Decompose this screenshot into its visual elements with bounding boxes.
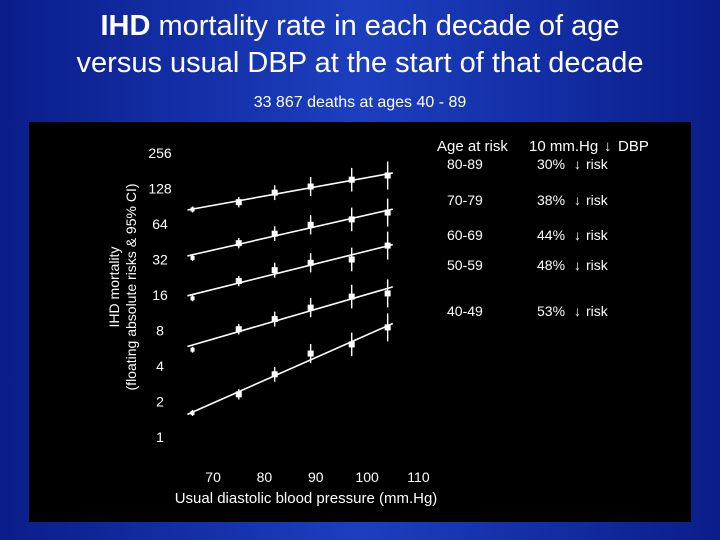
- chart-panel: 256 128 64 32 16 8 4 2 1 70 80 90 100 110 Usual diasto…: [29, 122, 691, 522]
- title-line-1: IHD mortality rate in each decade of age: [0, 8, 720, 45]
- legend-arrow: ↓: [574, 227, 581, 243]
- y-axis-label-line-2: (floating absolute risks & 95% CI): [123, 184, 139, 391]
- series-50-59-fit-line: [187, 286, 394, 348]
- legend-arrow: ↓: [574, 257, 581, 273]
- series-70-79-fit-line: [187, 208, 393, 257]
- series-50-59-point: [348, 293, 355, 300]
- chart-title: IHD mortality rate in each decade of age…: [0, 8, 720, 82]
- title-line-2: versus usual DBP at the start of that de…: [76, 47, 644, 79]
- legend-risk-word: risk: [586, 227, 609, 243]
- series-40-49-point: [348, 341, 355, 348]
- series-80-89-point: [190, 207, 195, 212]
- series-80-89-point: [235, 199, 242, 206]
- legend-risk-word: risk: [586, 257, 609, 273]
- legend-age-group: 70-79: [447, 192, 483, 208]
- series-70-79-point: [271, 230, 278, 237]
- series-60-69-point: [384, 242, 391, 249]
- y-tick-label: 64: [152, 216, 168, 232]
- series-50-59-point: [190, 347, 195, 352]
- series-40-49-point: [190, 410, 195, 415]
- legend-percent: 30%: [537, 156, 565, 172]
- legend-risk-word: risk: [586, 192, 609, 208]
- series-50-59-point: [384, 290, 391, 297]
- series-60-69-point: [235, 278, 242, 285]
- legend-header-dbp2: DBP: [618, 138, 649, 155]
- series-40-49-point: [307, 350, 314, 357]
- legend-arrow: ↓: [574, 156, 581, 172]
- title-bold-word: IHD: [100, 10, 151, 42]
- legend-arrow: ↓: [574, 192, 581, 208]
- legend-percent: 53%: [537, 303, 565, 319]
- legend-header-age: Age at risk: [437, 138, 508, 155]
- series-40-49-point: [271, 371, 278, 378]
- series-80-89-point: [348, 176, 355, 183]
- legend-risk-word: risk: [586, 303, 609, 319]
- series-40-49-point: [235, 391, 242, 398]
- series-60-69-fit-line: [187, 243, 393, 297]
- series-60-69-point: [190, 296, 195, 301]
- series-40-49-point: [384, 324, 391, 331]
- series-50-59-point: [271, 316, 278, 323]
- series-50-59-point: [235, 326, 242, 333]
- series-group: [187, 161, 394, 416]
- legend-percent: 48%: [537, 257, 565, 273]
- axes: 256 128 64 32 16 8 4 2 1 70 80 90 100 110 Usual diasto…: [106, 145, 437, 507]
- series-70-79-point: [235, 240, 242, 247]
- y-tick-label: 32: [152, 252, 168, 268]
- series-60-69-point: [348, 256, 355, 263]
- x-tick-label: 110: [407, 469, 430, 485]
- series-60-69-point: [271, 267, 278, 274]
- legend-age-group: 80-89: [447, 156, 483, 172]
- series-40-49-fit-line: [187, 322, 394, 416]
- x-tick-label: 80: [257, 469, 273, 485]
- series-80-89-fit-line: [187, 172, 393, 211]
- series-70-79-point: [384, 209, 391, 216]
- y-tick-label: 16: [152, 287, 168, 303]
- y-tick-label: 4: [156, 358, 164, 374]
- y-tick-label: 8: [156, 323, 164, 339]
- series-70-79-point: [190, 255, 195, 260]
- title-line-1-rest: mortality rate in each decade of age: [150, 10, 620, 42]
- y-tick-label: 1: [156, 429, 164, 445]
- legend-age-group: 40-49: [447, 303, 483, 319]
- y-tick-label: 2: [156, 394, 164, 410]
- series-60-69-point: [307, 259, 314, 266]
- series-70-79-point: [307, 221, 314, 228]
- legend-age-group: 60-69: [447, 227, 483, 243]
- legend-arrow: ↓: [574, 303, 581, 319]
- legend-risk-word: risk: [586, 156, 609, 172]
- series-80-89-point: [384, 172, 391, 179]
- series-80-89-point: [271, 189, 278, 196]
- legend-header-arrow: ↓: [604, 138, 612, 155]
- y-tick-label: 256: [148, 145, 172, 161]
- legend-percent: 38%: [537, 192, 565, 208]
- y-tick-label: 128: [148, 181, 172, 197]
- legend-age-group: 50-59: [447, 257, 483, 273]
- x-tick-label: 90: [308, 469, 324, 485]
- series-80-89-point: [307, 183, 314, 190]
- legend-percent: 44%: [537, 227, 565, 243]
- x-tick-label: 100: [355, 469, 379, 485]
- series-50-59-point: [307, 304, 314, 311]
- chart-svg: 256 128 64 32 16 8 4 2 1 70 80 90 100 110 Usual diasto…: [106, 138, 649, 507]
- x-axis-label: Usual diastolic blood pressure (mm.Hg): [175, 490, 438, 507]
- legend-header-dbp: 10 mm.Hg: [529, 138, 598, 155]
- chart-subtitle: 33 867 deaths at ages 40 - 89: [253, 94, 467, 111]
- x-tick-label: 70: [205, 469, 221, 485]
- y-axis-label-line-1: IHD mortality: [106, 247, 122, 328]
- series-70-79-point: [348, 216, 355, 223]
